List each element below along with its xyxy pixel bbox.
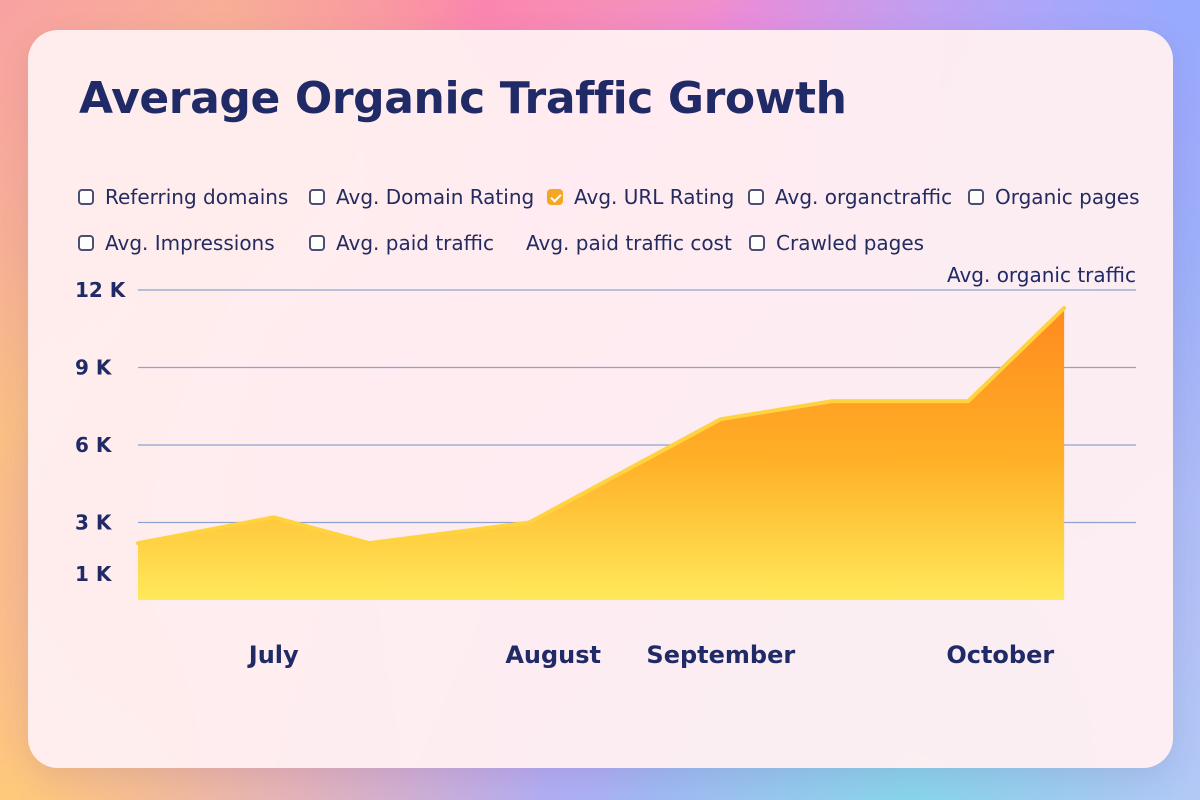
metric-toggle-crawled-pages[interactable]: Crawled pages xyxy=(749,233,924,253)
checkbox-icon[interactable] xyxy=(968,189,984,205)
metric-toggle-label: Avg. Domain Rating xyxy=(336,185,535,209)
metric-toggle-avg-domain-rating[interactable]: Avg. Domain Rating xyxy=(309,187,534,207)
checked-checkbox-icon[interactable] xyxy=(547,189,563,205)
x-tick-label: September xyxy=(646,641,795,669)
metric-toggle-avg-paid-traffic[interactable]: Avg. paid traffic xyxy=(309,233,494,253)
data-point xyxy=(272,516,276,520)
metric-toggle-label: Avg. paid traffic cost xyxy=(526,231,732,255)
checkbox-icon[interactable] xyxy=(749,235,765,251)
checkbox-icon[interactable] xyxy=(78,189,94,205)
data-point xyxy=(1062,306,1066,310)
data-point xyxy=(368,541,372,545)
organic-traffic-area xyxy=(138,308,1065,600)
organic-traffic-line xyxy=(136,306,1067,546)
metric-toggle-avg-impressions[interactable]: Avg. Impressions xyxy=(78,233,275,253)
metric-toggle-avg-organctraffic[interactable]: Avg. organctraffic xyxy=(748,187,952,207)
page-title: Average Organic Traffic Growth xyxy=(79,73,847,124)
metric-toggle-organic-pages[interactable]: Organic pages xyxy=(968,187,1140,207)
series-label: Avg. organic traffic xyxy=(947,263,1136,287)
metric-toggle-label: Avg. organctraffic xyxy=(775,185,953,209)
metric-filter-legend: Referring domains Avg. Domain Rating Avg… xyxy=(78,150,1148,253)
x-tick-label: October xyxy=(946,641,1054,669)
data-point xyxy=(967,399,971,403)
data-point xyxy=(831,399,835,403)
chart-svg: 1 K 3 K 6 K 9 K 12 K Avg. organic traffic July… xyxy=(75,263,1136,669)
data-point xyxy=(719,417,723,421)
chart-card: 1 K 3 K 6 K 9 K 12 K Avg. organic traffic July… xyxy=(28,30,1173,768)
metric-toggle-avg-url-rating[interactable]: Avg. URL Rating xyxy=(547,187,734,207)
metric-toggle-label: Avg. URL Rating xyxy=(574,185,735,209)
metric-toggle-label: Referring domains xyxy=(105,185,289,209)
checkbox-icon[interactable] xyxy=(309,189,325,205)
y-tick-label: 1 K xyxy=(75,562,113,586)
metric-toggle-label: Avg. Impressions xyxy=(105,231,275,255)
y-tick-label: 6 K xyxy=(75,433,113,457)
y-tick-label: 3 K xyxy=(75,511,113,535)
data-point xyxy=(527,521,531,525)
metric-toggle-label: Organic pages xyxy=(995,185,1140,209)
checkbox-icon[interactable] xyxy=(748,189,764,205)
metric-toggle-label: Avg. paid traffic xyxy=(336,231,494,255)
y-tick-label: 9 K xyxy=(75,356,113,380)
y-axis: 1 K 3 K 6 K 9 K 12 K xyxy=(75,278,127,586)
x-tick-label: July xyxy=(247,641,299,669)
x-axis: July August September October xyxy=(247,641,1055,669)
y-tick-label: 12 K xyxy=(75,278,127,302)
x-tick-label: August xyxy=(505,641,601,669)
data-point xyxy=(136,541,140,545)
metric-toggle-avg-paid-traffic-cost[interactable]: Avg. paid traffic cost xyxy=(526,233,732,253)
metric-toggle-referring-domains[interactable]: Referring domains xyxy=(78,187,288,207)
metric-toggle-label: Crawled pages xyxy=(776,231,925,255)
checkbox-icon[interactable] xyxy=(78,235,94,251)
checkbox-icon[interactable] xyxy=(309,235,325,251)
